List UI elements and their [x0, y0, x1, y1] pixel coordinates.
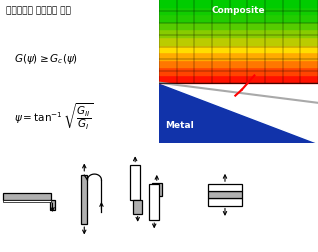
Bar — [159, 14, 318, 23]
Text: Interfacial crack: Interfacial crack — [254, 85, 318, 93]
Bar — [208, 199, 242, 206]
Bar — [159, 60, 318, 68]
Bar — [130, 165, 140, 201]
Bar — [159, 37, 318, 45]
Bar — [50, 200, 55, 210]
Bar — [159, 45, 318, 53]
Text: $G(\psi) \geq G_c(\psi)$: $G(\psi) \geq G_c(\psi)$ — [14, 52, 78, 66]
Text: Metal: Metal — [165, 120, 194, 129]
Polygon shape — [159, 65, 318, 144]
Bar — [159, 22, 318, 30]
Bar — [159, 29, 318, 38]
Polygon shape — [159, 83, 318, 144]
Bar — [159, 7, 318, 15]
Bar — [133, 201, 142, 214]
Text: $\psi = \tan^{-1}\sqrt{\dfrac{G_{II}}{G_I}}$: $\psi = \tan^{-1}\sqrt{\dfrac{G_{II}}{G_… — [14, 101, 94, 132]
Bar — [3, 200, 51, 202]
Bar — [81, 175, 87, 224]
Bar — [159, 68, 318, 76]
Bar — [3, 193, 51, 201]
Bar — [159, 52, 318, 60]
Bar — [208, 184, 242, 192]
Text: 파괴역학적 접착파괴 기준: 파괴역학적 접착파괴 기준 — [6, 7, 71, 16]
Bar — [149, 185, 159, 220]
Bar — [159, 0, 318, 8]
Bar — [152, 183, 162, 197]
Bar — [159, 75, 318, 83]
Bar — [208, 192, 242, 199]
Text: Composite: Composite — [212, 6, 265, 15]
